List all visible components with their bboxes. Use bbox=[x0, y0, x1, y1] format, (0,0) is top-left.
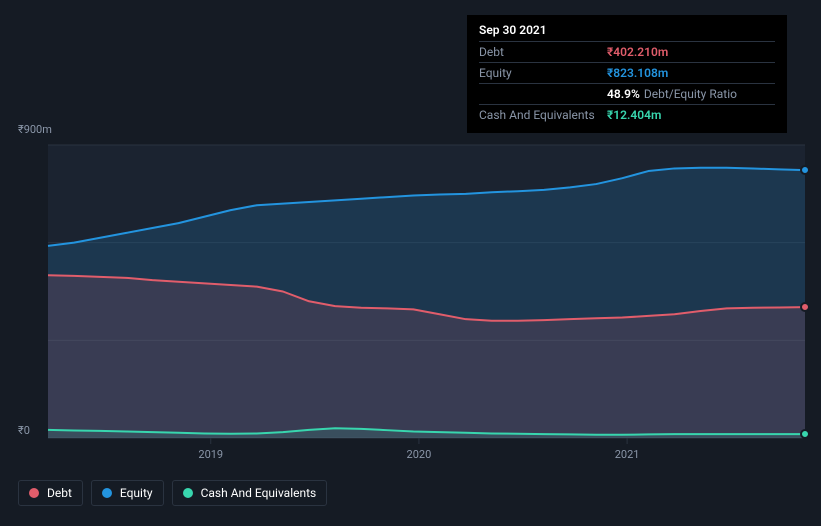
tooltip-date: Sep 30 2021 bbox=[479, 23, 775, 41]
tooltip-row-label: Debt bbox=[479, 45, 607, 59]
legend-label: Equity bbox=[120, 486, 153, 500]
tooltip-row-value: ₹402.210m bbox=[607, 45, 668, 59]
equity-end-marker bbox=[800, 165, 810, 175]
legend-label: Debt bbox=[47, 486, 72, 500]
x-axis-tick-label: 2020 bbox=[407, 448, 432, 461]
legend-item-debt[interactable]: Debt bbox=[18, 480, 83, 506]
legend-swatch bbox=[29, 488, 39, 498]
legend-label: Cash And Equivalents bbox=[201, 486, 317, 500]
tooltip-row-value: ₹12.404m bbox=[607, 108, 661, 122]
chart-legend: Debt Equity Cash And Equivalents bbox=[18, 480, 327, 506]
legend-item-cash-and-equivalents[interactable]: Cash And Equivalents bbox=[172, 480, 328, 506]
tooltip-row-secondary: Debt/Equity Ratio bbox=[644, 87, 737, 101]
tooltip-row: 48.9%Debt/Equity Ratio bbox=[479, 83, 775, 104]
tooltip-row-label: Cash And Equivalents bbox=[479, 108, 607, 122]
tooltip-row: Equity₹823.108m bbox=[479, 62, 775, 83]
legend-item-equity[interactable]: Equity bbox=[91, 480, 164, 506]
x-axis-tick-label: 2019 bbox=[198, 448, 223, 461]
tooltip-row: Debt₹402.210m bbox=[479, 41, 775, 62]
tooltip-row-label bbox=[479, 87, 607, 101]
cash-end-marker bbox=[800, 429, 810, 439]
tooltip-row-value: ₹823.108m bbox=[607, 66, 668, 80]
legend-swatch bbox=[183, 488, 193, 498]
debt-end-marker bbox=[800, 302, 810, 312]
tooltip-row: Cash And Equivalents₹12.404m bbox=[479, 104, 775, 125]
legend-swatch bbox=[102, 488, 112, 498]
chart-container: { "chart": { "type": "area", "background… bbox=[0, 0, 821, 526]
x-axis-tick-label: 2021 bbox=[615, 448, 640, 461]
tooltip-row-value: 48.9%Debt/Equity Ratio bbox=[607, 87, 737, 101]
chart-tooltip: Sep 30 2021 Debt₹402.210mEquity₹823.108m… bbox=[467, 15, 787, 133]
tooltip-row-label: Equity bbox=[479, 66, 607, 80]
